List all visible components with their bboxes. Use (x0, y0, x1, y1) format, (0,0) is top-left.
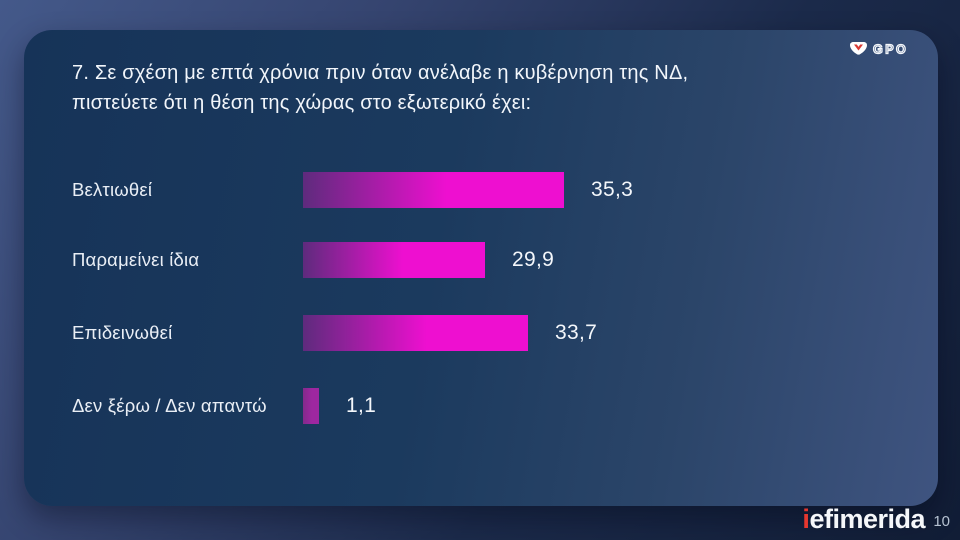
gpo-wordmark: GPO (873, 43, 908, 57)
question-title: 7. Σε σχέση με επτά χρόνια πριν όταν ανέ… (72, 58, 792, 118)
bar-den-xero (303, 388, 319, 424)
iefimerida-logo-rest: efimerida (809, 504, 925, 534)
bar-epideinothei (303, 315, 528, 351)
iefimerida-logo: iefimerida (802, 504, 925, 535)
category-label: Επιδεινωθεί (72, 322, 173, 343)
chart-row-paramenei-idia: Παραμείνει ίδια 29,9 (72, 242, 918, 278)
value-label: 33,7 (555, 321, 598, 344)
category-label: Βελτιωθεί (72, 179, 153, 200)
bar-chart: Βελτιωθεί 35,3 Παραμείνει ίδια 29,9 Επιδ… (24, 30, 938, 506)
category-label: Παραμείνει ίδια (72, 249, 200, 270)
question-title-line1: 7. Σε σχέση με επτά χρόνια πριν όταν ανέ… (72, 62, 689, 84)
gpo-logo-graphic: GPO (850, 42, 908, 57)
chart-card: GPO 7. Σε σχέση με επτά χρόνια πριν όταν… (24, 30, 938, 506)
gpo-heart-check-icon (850, 42, 867, 55)
value-label: 29,9 (512, 248, 555, 271)
page-number: 10 (933, 513, 950, 530)
chart-row-epideinothei: Επιδεινωθεί 33,7 (72, 315, 918, 351)
chart-row-veltiothei: Βελτιωθεί 35,3 (72, 172, 918, 208)
bar-veltiothei (303, 172, 564, 208)
question-title-line2: πιστεύετε ότι η θέση της χώρας στο εξωτε… (72, 92, 532, 114)
value-label: 1,1 (346, 394, 377, 417)
chart-row-den-xero: Δεν ξέρω / Δεν απαντώ 1,1 (72, 388, 918, 424)
category-label: Δεν ξέρω / Δεν απαντώ (72, 395, 267, 416)
value-label: 35,3 (591, 178, 634, 201)
bar-paramenei-idia (303, 242, 485, 278)
iefimerida-logo-accent-letter: i (802, 504, 810, 534)
gpo-logo: GPO (848, 39, 918, 63)
